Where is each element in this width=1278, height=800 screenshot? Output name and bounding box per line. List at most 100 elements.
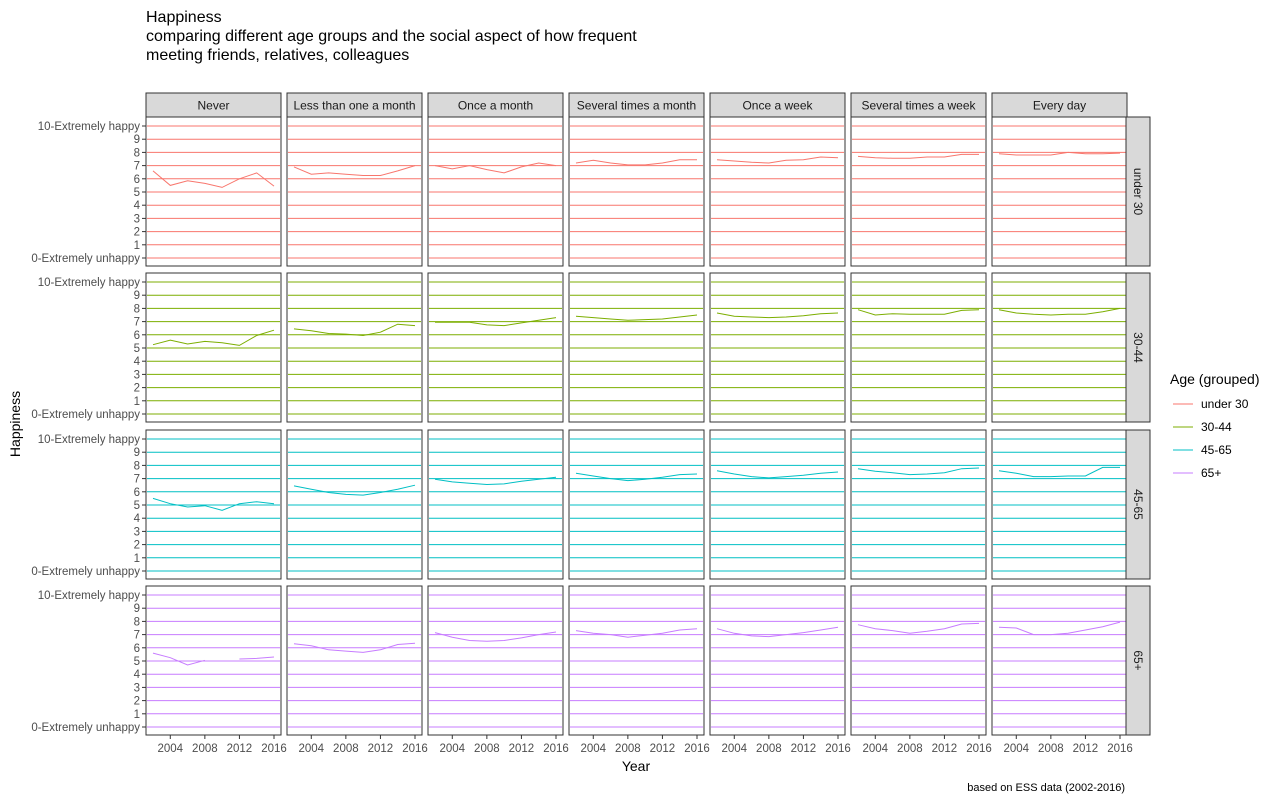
series-line — [575, 472, 698, 482]
facet-panel — [709, 429, 846, 580]
y-tick-label: 10-Extremely happy — [38, 277, 141, 289]
y-tick-label: 8 — [134, 460, 140, 472]
legend-label: under 30 — [1201, 397, 1249, 411]
series-line — [575, 314, 698, 321]
series-line — [152, 329, 275, 346]
x-tick-label: 2008 — [756, 743, 782, 755]
series-line — [857, 153, 979, 159]
y-tick-label: 7 — [134, 161, 140, 173]
column-strip — [568, 92, 705, 118]
column-strip-label: Once a month — [458, 99, 533, 113]
x-tick-label: 2012 — [650, 743, 676, 755]
facet-panel — [850, 116, 987, 267]
series-line — [998, 621, 1121, 636]
series-line — [575, 159, 697, 166]
facet-panel — [427, 429, 564, 580]
row-strip-label: 65+ — [1131, 650, 1145, 670]
series-line — [998, 307, 1121, 316]
y-tick-label: 0-Extremely unhappy — [31, 409, 140, 421]
y-tick-label: 4 — [134, 513, 141, 525]
y-tick-label: 0-Extremely unhappy — [31, 722, 140, 734]
facet-panel — [145, 585, 282, 736]
facet-panel — [145, 429, 282, 580]
row-strip — [1125, 272, 1151, 423]
facet-panel — [286, 429, 423, 580]
facet-panel — [709, 116, 846, 267]
series-line — [152, 170, 275, 188]
series-line — [857, 622, 980, 634]
panel-border — [850, 585, 987, 736]
series-line — [998, 466, 1120, 478]
y-tick-label: 9 — [134, 290, 140, 302]
series-line — [575, 628, 698, 638]
x-tick-label: 2016 — [684, 743, 710, 755]
y-tick-label: 4 — [134, 669, 141, 681]
y-tick-label: 8 — [134, 616, 140, 628]
facet-panel — [568, 116, 705, 267]
column-strip-label: Several times a month — [577, 99, 696, 113]
column-strip — [145, 92, 282, 118]
panel-border — [850, 272, 987, 423]
x-tick-label: 2008 — [615, 743, 641, 755]
panel-border — [427, 585, 564, 736]
series-line — [293, 323, 416, 337]
y-tick-label: 3 — [134, 526, 140, 538]
y-tick-label: 6 — [134, 643, 140, 655]
series-line — [152, 652, 275, 666]
series-line — [998, 151, 1121, 156]
chart-title: Happiness comparing different age groups… — [146, 9, 637, 64]
facet-panel — [991, 585, 1128, 736]
series-line — [716, 470, 839, 479]
panel-border — [709, 585, 846, 736]
panel-border — [427, 429, 564, 580]
caption: based on ESS data (2002-2016) — [967, 782, 1125, 794]
x-tick-label: 2016 — [966, 743, 992, 755]
series-line — [293, 642, 416, 653]
row-strip-label: 30-44 — [1131, 332, 1145, 363]
facet-panel — [709, 585, 846, 736]
x-tick-label: 2016 — [825, 743, 851, 755]
x-tick-label: 2012 — [932, 743, 958, 755]
row-strip — [1125, 116, 1151, 267]
y-tick-label: 10-Extremely happy — [38, 121, 141, 133]
x-tick-label: 2004 — [862, 743, 888, 755]
x-tick-label: 2012 — [1073, 743, 1099, 755]
chart-title-line-1: Happiness — [146, 9, 222, 26]
panel-border — [568, 272, 705, 423]
series-line — [434, 631, 557, 642]
column-strip-label: Once a week — [742, 99, 813, 113]
y-tick-label: 0-Extremely unhappy — [31, 566, 140, 578]
x-tick-label: 2008 — [192, 743, 218, 755]
y-axis-title: Happiness — [7, 391, 23, 457]
facet-panel — [850, 429, 987, 580]
x-tick-label: 2004 — [1003, 743, 1029, 755]
x-tick-label: 2012 — [509, 743, 535, 755]
y-tick-label: 5 — [134, 500, 140, 512]
column-strip — [709, 92, 846, 118]
chart-title-line-3: meeting friends, relatives, colleagues — [146, 47, 409, 64]
facet-panel — [850, 585, 987, 736]
column-strip — [427, 92, 564, 118]
legend: Age (grouped) under 30 30-44 45-65 65+ — [1170, 371, 1260, 480]
x-tick-label: 2012 — [368, 743, 394, 755]
y-tick-label: 3 — [134, 213, 140, 225]
x-tick-label: 2008 — [1038, 743, 1064, 755]
y-tick-label: 3 — [134, 369, 140, 381]
series-line — [716, 156, 839, 164]
facet-panel — [286, 116, 423, 267]
x-tick-label: 2004 — [721, 743, 747, 755]
y-tick-label: 4 — [134, 200, 141, 212]
y-tick-label: 9 — [134, 447, 140, 459]
x-tick-label: 2008 — [897, 743, 923, 755]
y-tick-label: 7 — [134, 630, 140, 642]
y-tick-label: 6 — [134, 487, 140, 499]
panel-border — [850, 429, 987, 580]
panel-border — [568, 585, 705, 736]
y-tick-label: 6 — [134, 330, 140, 342]
column-strip — [991, 92, 1128, 118]
panel-border — [286, 272, 423, 423]
column-strip-label: Less than one a month — [293, 99, 415, 113]
series-line — [716, 312, 839, 319]
series-line — [716, 626, 839, 638]
facet-panel — [991, 272, 1128, 423]
